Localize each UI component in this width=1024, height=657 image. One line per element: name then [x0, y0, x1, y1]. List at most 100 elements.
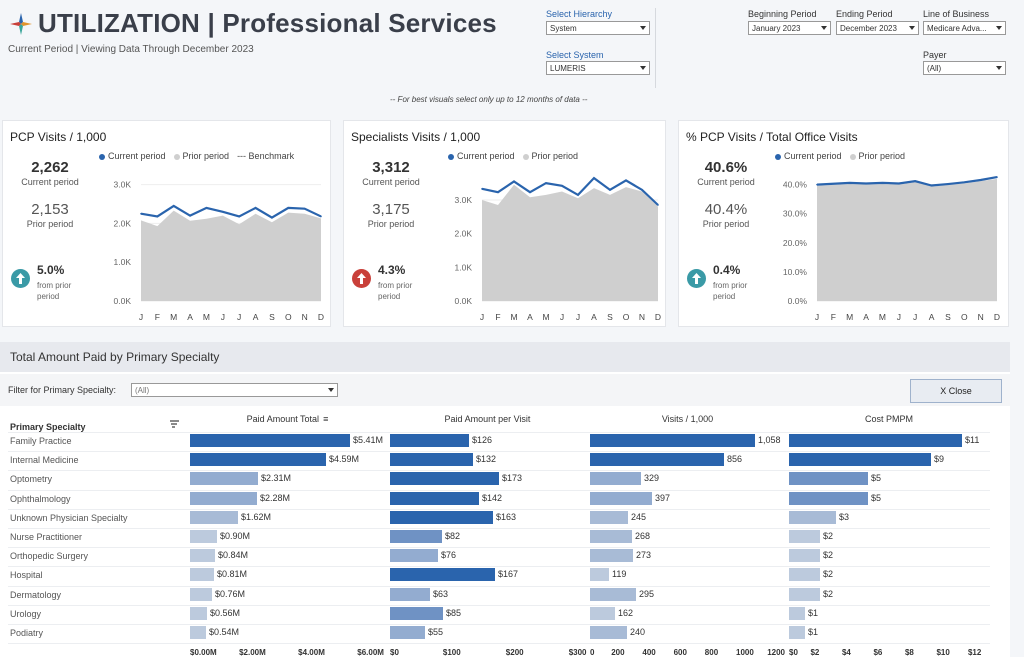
bar-value-label: $163 — [496, 511, 517, 522]
beginning-period-value: January 2023 — [752, 24, 801, 33]
row-divider — [8, 547, 990, 549]
bar-value-label: $142 — [482, 492, 503, 503]
payer-select[interactable]: (All) — [923, 61, 1006, 75]
bar-mark — [190, 453, 326, 467]
trend-chart: 3.0K2.0K1.0K0.0KJ F M A M J J A S O N D — [455, 176, 661, 322]
x-axis-tick-label: $0 — [789, 648, 798, 657]
bar-mark — [390, 530, 442, 543]
bar-mark — [590, 606, 615, 620]
change-label: from prior period — [378, 281, 413, 301]
prior-label: Prior period — [702, 219, 750, 229]
x-tick-label: N — [302, 312, 308, 322]
current-point — [271, 216, 273, 219]
column-header: Visits / 1,000 — [661, 414, 714, 424]
current-point — [930, 184, 933, 187]
bar-mark — [789, 549, 820, 563]
current-point — [529, 191, 531, 193]
section-header: Total Amount Paid by Primary Specialty — [0, 342, 1010, 372]
bar-mark — [190, 568, 214, 582]
dashboard-header: UTILIZATION | Professional Services Curr… — [0, 0, 1024, 118]
system-label: Select System — [546, 50, 604, 60]
bar-value-label: $0.76M — [215, 588, 246, 599]
bar-mark — [390, 549, 438, 563]
current-point — [832, 182, 835, 185]
y-tick-label: 0.0% — [788, 296, 808, 306]
bar-value-label: $2.31M — [261, 473, 292, 484]
specialty-filter-select[interactable]: (All) — [131, 383, 338, 397]
bar-mark — [590, 434, 755, 447]
y-tick-label: 3.0K — [455, 195, 473, 205]
y-tick-label: 1.0K — [114, 257, 132, 267]
x-axis-tick-label: 1200 — [767, 648, 785, 657]
bar-value-label: $167 — [498, 569, 519, 580]
change-value: 0.4% — [713, 263, 741, 277]
specialty-filter-label: Filter for Primary Specialty: — [8, 385, 117, 395]
bar-mark — [390, 453, 473, 467]
bar-value-label: $76 — [441, 550, 457, 561]
bar-mark — [590, 626, 627, 639]
current-point — [172, 205, 175, 207]
current-kpi: 3,312 Current period — [346, 159, 436, 187]
current-point — [898, 182, 900, 185]
current-point — [254, 207, 257, 209]
current-kpi: 40.6% Current period — [681, 159, 771, 187]
x-tick-label: A — [187, 312, 193, 322]
current-label: Current period — [21, 177, 79, 187]
beginning-period-select[interactable]: January 2023 — [748, 21, 831, 35]
prior-period-area — [482, 184, 658, 301]
bar-mark — [190, 472, 258, 486]
pcp-share-card: % PCP Visits / Total Office Visits Curren… — [678, 120, 1009, 327]
x-tick-label: D — [655, 312, 661, 322]
chart-legend: Current period Prior period — [448, 151, 586, 161]
x-axis-tick-label: 1000 — [736, 648, 754, 657]
current-point — [561, 185, 563, 187]
bar-value-label: $132 — [476, 454, 497, 465]
row-divider — [8, 489, 990, 491]
system-select[interactable]: LUMERIS — [546, 61, 650, 75]
current-point — [881, 182, 884, 184]
bar-value-label: $85 — [446, 607, 462, 618]
x-axis-tick-label: $100 — [442, 648, 461, 657]
bar-value-label: 245 — [631, 511, 647, 522]
y-tick-label: 10.0% — [783, 267, 808, 277]
hierarchy-select[interactable]: System — [546, 21, 650, 35]
legend-entry: Current period — [775, 151, 842, 161]
bar-mark — [789, 626, 805, 639]
x-axis-tick-label: $4 — [841, 648, 851, 657]
bar-value-label: 329 — [644, 473, 660, 484]
line-of-business-select[interactable]: Medicare Adva... — [923, 21, 1006, 35]
legend-entry: Prior period — [173, 151, 229, 161]
bar-value-label: $9 — [934, 454, 945, 465]
close-button[interactable]: X Close — [910, 379, 1002, 403]
x-tick-label: F — [155, 312, 160, 322]
bar-mark — [789, 491, 868, 505]
sort-icon[interactable]: ≡ — [323, 414, 329, 424]
x-tick-label: A — [863, 312, 869, 322]
current-point — [816, 183, 818, 186]
bar-mark — [590, 453, 724, 467]
x-axis-tick-label: $4.00M — [298, 648, 325, 657]
x-axis-tick-label: 600 — [673, 648, 687, 657]
bar-value-label: 856 — [727, 454, 743, 465]
bar-mark — [190, 530, 217, 543]
system-value: LUMERIS — [550, 64, 586, 73]
bar-value-label: $0.84M — [218, 550, 249, 561]
current-point — [865, 182, 867, 185]
bar-mark — [390, 568, 495, 582]
ending-period-select[interactable]: December 2023 — [836, 21, 919, 35]
bar-mark — [590, 549, 633, 563]
bar-value-label: $5.41M — [353, 435, 384, 445]
prior-label: Prior period — [26, 219, 74, 229]
x-tick-label: J — [221, 312, 225, 322]
bar-mark — [190, 491, 257, 505]
bar-value-label: $1.62M — [241, 511, 272, 522]
bar-mark — [789, 587, 820, 601]
x-tick-label: D — [318, 312, 324, 322]
bar-mark — [190, 434, 350, 447]
column-header: Cost PMPM — [864, 414, 913, 424]
current-value: 2,262 — [31, 159, 69, 176]
arrow-up-icon — [687, 269, 706, 288]
sort-icon[interactable] — [170, 420, 180, 429]
bar-value-label: $82 — [445, 531, 461, 541]
bar-mark — [590, 587, 636, 601]
